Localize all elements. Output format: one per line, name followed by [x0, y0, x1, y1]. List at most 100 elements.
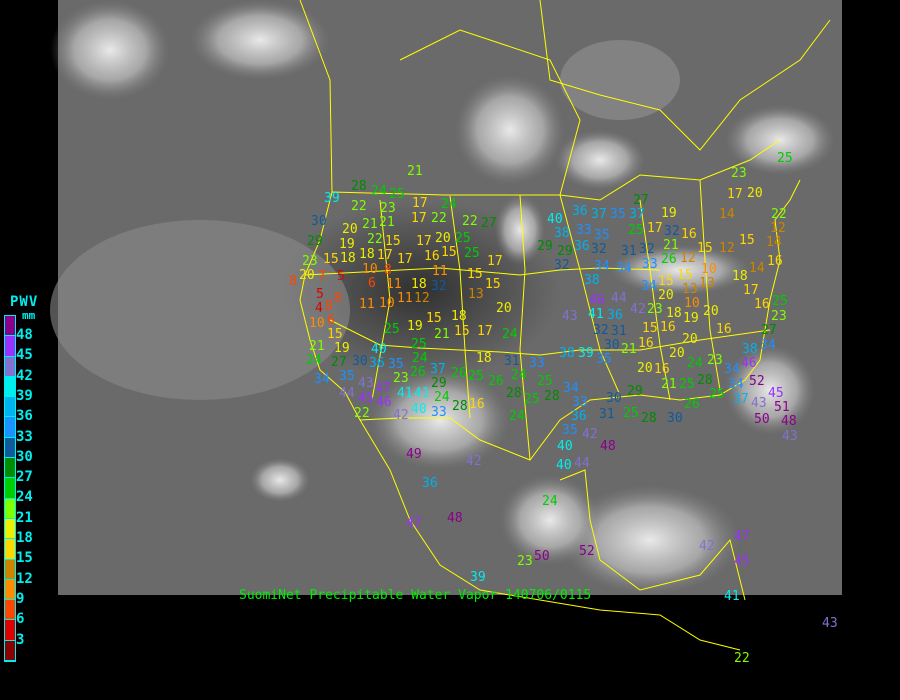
station-pwv-value: 25: [524, 392, 540, 407]
station-pwv-value: 15: [385, 234, 401, 249]
station-pwv-value: 17: [411, 211, 427, 226]
station-pwv-value: 39: [324, 191, 340, 206]
station-pwv-value: 27: [761, 323, 777, 338]
station-pwv-value: 10: [379, 296, 395, 311]
legend-band: [5, 640, 15, 662]
station-pwv-value: 45: [768, 386, 784, 401]
station-pwv-value: 25: [389, 187, 405, 202]
station-pwv-value: 11: [397, 291, 413, 306]
station-pwv-value: 33: [576, 223, 592, 238]
station-pwv-value: 22: [431, 211, 447, 226]
station-pwv-value: 36: [422, 476, 438, 491]
station-pwv-value: 49: [406, 447, 422, 462]
station-pwv-value: 20: [703, 304, 719, 319]
station-pwv-value: 17: [377, 248, 393, 263]
legend-band: [5, 356, 15, 377]
station-pwv-value: 50: [754, 412, 770, 427]
station-pwv-value: 14: [719, 207, 735, 222]
station-pwv-value: 12: [770, 221, 786, 236]
station-pwv-value: 33: [642, 257, 658, 272]
station-pwv-value: 18: [666, 306, 682, 321]
station-pwv-value: 16: [638, 336, 654, 351]
station-pwv-value: 38: [554, 226, 570, 241]
station-pwv-value: 23: [707, 353, 723, 368]
station-pwv-value: 35: [610, 207, 626, 222]
station-pwv-value: 43: [562, 309, 578, 324]
station-pwv-value: 15: [327, 327, 343, 342]
station-pwv-value: 41: [724, 589, 740, 604]
station-pwv-value: 16: [660, 320, 676, 335]
legend-band: [5, 336, 15, 357]
station-pwv-value: 35: [388, 357, 404, 372]
station-pwv-value: 46: [741, 356, 757, 371]
station-pwv-value: 21: [379, 215, 395, 230]
political-boundaries: [299, 0, 831, 651]
station-pwv-value: 21: [407, 164, 423, 179]
station-pwv-value: 25: [772, 294, 788, 309]
station-pwv-value: 52: [749, 374, 765, 389]
station-pwv-value: 34: [314, 372, 330, 387]
station-pwv-value: 10: [684, 296, 700, 311]
station-pwv-value: 14: [749, 261, 765, 276]
station-pwv-value: 47: [734, 529, 750, 544]
station-pwv-value: 21: [663, 238, 679, 253]
station-pwv-value: 23: [380, 201, 396, 216]
legend-band: [5, 437, 15, 459]
station-pwv-value: 39: [470, 570, 486, 585]
station-pwv-value: 43: [751, 396, 767, 411]
station-pwv-value: 23: [302, 254, 318, 269]
station-pwv-value: 16: [716, 322, 732, 337]
legend-tick-label: 48: [16, 327, 33, 343]
station-pwv-value: 28: [351, 179, 367, 194]
station-pwv-value: 26: [661, 252, 677, 267]
station-pwv-value: 5: [337, 269, 345, 284]
station-pwv-value: 40: [547, 212, 563, 227]
station-pwv-value: 25: [455, 231, 471, 246]
station-pwv-value: 18: [732, 269, 748, 284]
station-pwv-value: 34: [760, 338, 776, 353]
legend-tick-label: 42: [16, 367, 33, 384]
station-pwv-value: 16: [469, 397, 485, 412]
station-pwv-value: 22: [367, 232, 383, 247]
station-pwv-value: 46: [376, 395, 392, 410]
station-pwv-value: 15: [426, 311, 442, 326]
station-pwv-value: 17: [727, 187, 743, 202]
station-pwv-value: 15: [739, 233, 755, 248]
station-pwv-value: 24: [412, 351, 428, 366]
station-pwv-value: 31: [621, 244, 637, 259]
station-pwv-value: 39: [578, 346, 594, 361]
legend-tick-label: 21: [16, 509, 33, 526]
station-pwv-value: 6: [327, 313, 335, 328]
station-pwv-value: 8: [289, 274, 297, 289]
station-pwv-value: 8: [325, 299, 333, 314]
station-pwv-value: 10: [309, 316, 325, 331]
station-pwv-value: 15: [323, 252, 339, 267]
station-pwv-value: 28: [452, 399, 468, 414]
legend-band: [5, 559, 15, 580]
station-pwv-value: 16: [654, 362, 670, 377]
legend-tick-label: 12: [16, 570, 33, 587]
station-pwv-value: 45: [358, 391, 374, 406]
station-pwv-value: 18: [359, 247, 375, 262]
station-pwv-value: 25: [537, 374, 553, 389]
station-pwv-value: 8: [384, 263, 392, 278]
station-pwv-value: 42: [466, 454, 482, 469]
station-pwv-value: 33: [529, 356, 545, 371]
station-pwv-value: 41: [414, 386, 430, 401]
station-pwv-value: 24: [434, 390, 450, 405]
station-pwv-value: 23: [393, 371, 409, 386]
station-pwv-value: 30: [606, 391, 622, 406]
station-pwv-value: 27: [633, 193, 649, 208]
station-pwv-value: 4: [315, 301, 323, 316]
station-pwv-value: 30: [604, 338, 620, 353]
station-pwv-value: 15: [677, 268, 693, 283]
station-pwv-value: 17: [647, 221, 663, 236]
station-pwv-value: 36: [574, 239, 590, 254]
station-pwv-value: 25: [411, 337, 427, 352]
station-pwv-value: 26: [488, 374, 504, 389]
station-pwv-value: 17: [487, 254, 503, 269]
station-pwv-value: 47: [375, 381, 391, 396]
station-pwv-value: 20: [669, 346, 685, 361]
station-pwv-value: 44: [611, 291, 627, 306]
